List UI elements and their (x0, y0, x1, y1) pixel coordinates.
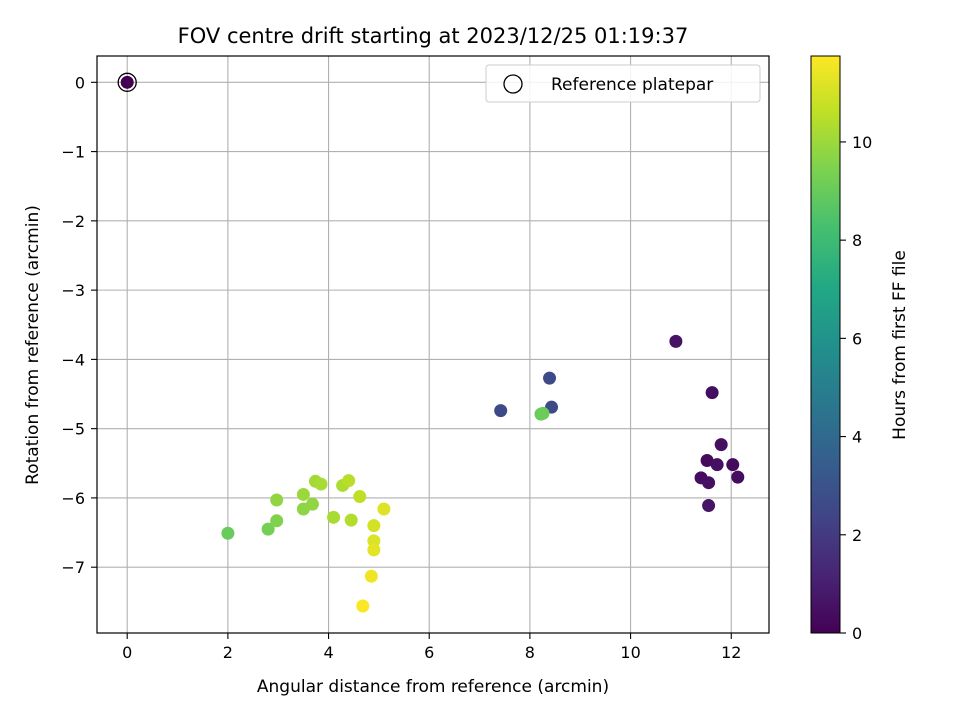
reference-platepar-marker (117, 72, 137, 92)
data-point (356, 599, 370, 613)
data-point (726, 458, 740, 472)
plot-frame (96, 55, 770, 634)
colorbar-tick-label: 4 (852, 428, 862, 447)
y-tick-label: −5 (61, 420, 85, 439)
x-tick-label: 10 (620, 643, 640, 662)
data-point (120, 75, 134, 89)
y-tick-label: −4 (61, 350, 85, 369)
data-point (364, 569, 378, 583)
x-axis-label: Angular distance from reference (arcmin) (257, 677, 609, 697)
reference-layer (117, 72, 137, 92)
data-point (702, 499, 716, 513)
data-point (367, 543, 381, 557)
legend-box (485, 64, 761, 103)
colorbar-tick-label: 6 (852, 329, 862, 348)
data-point (705, 386, 719, 400)
data-point (669, 334, 683, 348)
colorbar-tick-label: 10 (852, 133, 872, 152)
y-tick-label: −3 (61, 281, 85, 300)
legend-marker-reference (503, 74, 523, 94)
y-tick-label: 0 (75, 73, 85, 92)
data-point (710, 458, 724, 472)
data-point (494, 404, 508, 418)
colorbar-tick-label: 0 (852, 624, 862, 643)
x-tick-label: 12 (721, 643, 741, 662)
data-point (714, 438, 728, 452)
data-point (314, 477, 328, 491)
colorbar (810, 55, 841, 634)
legend-entry-reference: Reference platepar (551, 75, 713, 95)
data-point (536, 406, 550, 420)
data-point (700, 454, 714, 468)
y-tick-label: −1 (61, 143, 85, 162)
data-point (377, 502, 391, 516)
x-axis-ticks: 0 2 4 6 8 10 12 (122, 633, 741, 662)
x-tick-label: 8 (525, 643, 535, 662)
x-tick-label: 4 (323, 643, 333, 662)
legend: Reference platepar (485, 64, 761, 103)
data-point (270, 514, 284, 528)
x-tick-label: 0 (122, 643, 132, 662)
colorbar-ticks: 0 2 4 6 8 10 (840, 133, 872, 643)
grid-lines (97, 56, 769, 633)
data-point (296, 487, 310, 501)
chart-title: FOV centre drift starting at 2023/12/25 … (178, 24, 689, 48)
colorbar-label: Hours from first FF file (890, 250, 910, 440)
y-tick-label: −6 (61, 489, 85, 508)
data-point (702, 476, 716, 490)
y-tick-label: −7 (61, 558, 85, 577)
y-axis-ticks: 0 −1 −2 −3 −4 −5 −6 −7 (61, 73, 97, 577)
data-point (261, 522, 275, 536)
data-point (367, 534, 381, 548)
y-tick-label: −2 (61, 212, 85, 231)
data-points (120, 75, 745, 613)
colorbar-tick-label: 2 (852, 526, 862, 545)
data-point (543, 371, 557, 385)
data-point (270, 493, 284, 507)
data-point (305, 497, 319, 511)
x-tick-label: 6 (424, 643, 434, 662)
data-point (367, 519, 381, 533)
x-tick-label: 2 (223, 643, 233, 662)
data-point (221, 526, 235, 540)
data-point (731, 470, 745, 484)
colorbar-tick-label: 8 (852, 231, 862, 250)
data-point (353, 490, 367, 504)
y-axis-label: Rotation from reference (arcmin) (23, 205, 43, 485)
data-point (342, 474, 356, 488)
data-point (344, 513, 358, 527)
data-point (327, 510, 341, 524)
